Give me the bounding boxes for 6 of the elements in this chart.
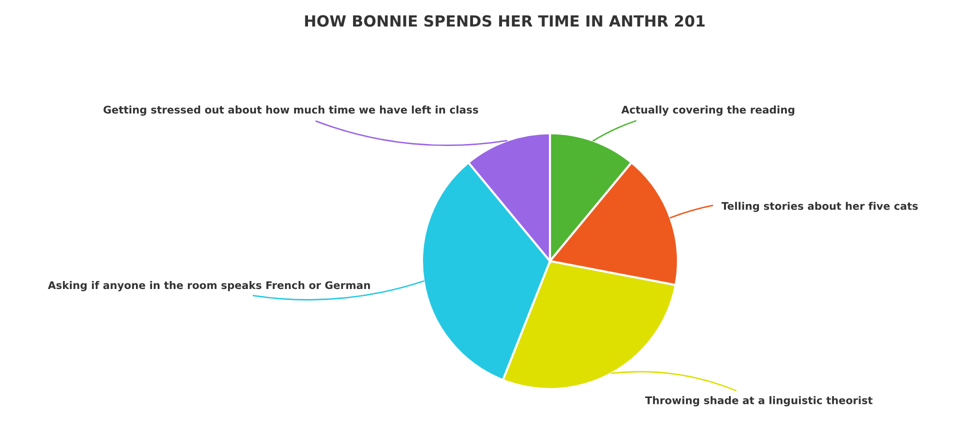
slice-label: Throwing shade at a linguistic theorist <box>645 396 872 406</box>
slice-label: Getting stressed out about how much time we have left in class <box>104 106 478 116</box>
slice-label: Actually covering the reading <box>621 106 794 116</box>
slice-label: Telling stories about her five cats <box>721 202 918 212</box>
slice-label: Asking if anyone in the room speaks French or German <box>48 281 370 292</box>
chart-title: HOW BONNIE SPENDS HER TIME IN ANTHR 201 <box>305 15 705 27</box>
